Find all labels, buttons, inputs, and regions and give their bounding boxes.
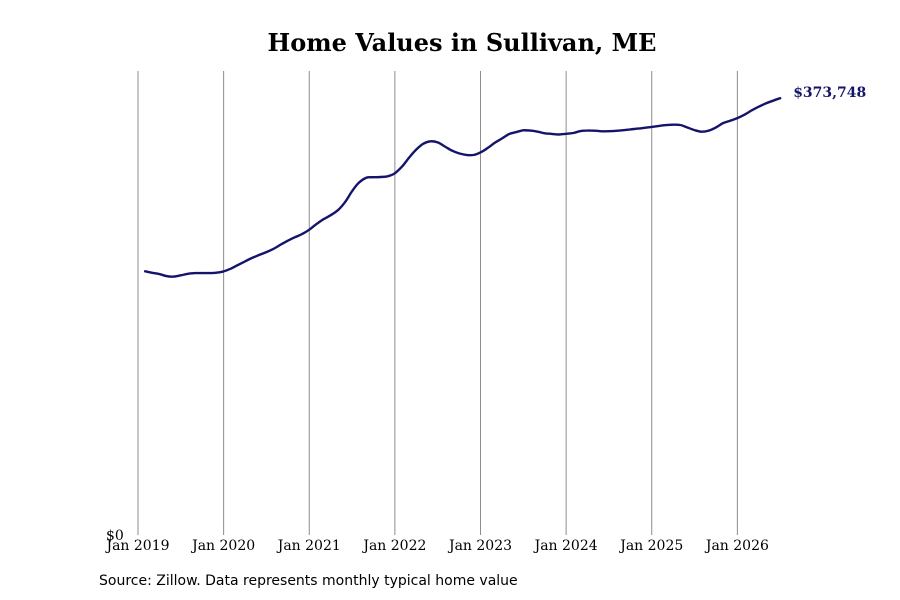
x-tick-label-5: Jan 2023: [447, 538, 512, 554]
y-axis-ticks: $0: [106, 528, 124, 544]
x-tick-label-2: Jan 2020: [190, 538, 255, 554]
series-layer: [143, 97, 782, 278]
x-tick-label-7: Jan 2025: [618, 538, 683, 554]
x-tick-label-3: Jan 2021: [276, 538, 341, 554]
y-tick-label-1: $0: [106, 528, 124, 544]
x-tick-label-4: Jan 2022: [361, 538, 426, 554]
series-line-1: [143, 97, 782, 278]
source-note: Source: Zillow. Data represents monthly …: [99, 573, 518, 589]
chart-title: Home Values in Sullivan, ME: [268, 28, 657, 57]
x-tick-label-8: Jan 2026: [704, 538, 769, 554]
x-axis-ticks: Jan 2019 Jan 2020 Jan 2021 Jan 2022 Jan 2023…: [104, 538, 769, 554]
x-tick-label-1: Jan 2019: [104, 538, 169, 554]
gridlines: [137, 71, 738, 535]
x-tick-label-6: Jan 2024: [533, 538, 598, 554]
end-value-label: $373,748: [793, 85, 866, 101]
